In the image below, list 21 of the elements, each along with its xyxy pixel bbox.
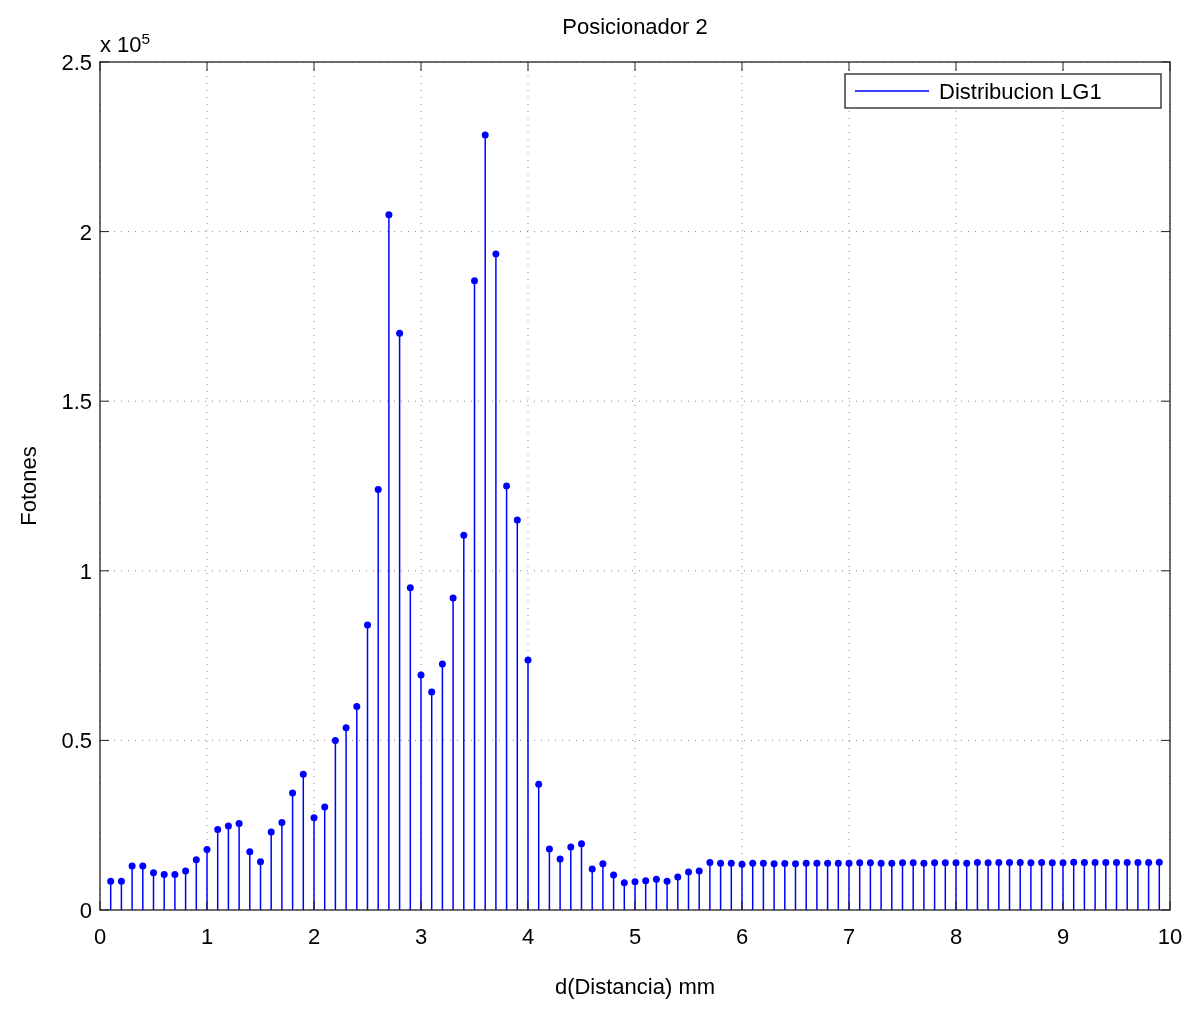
- y-tick-label: 2: [79, 219, 92, 245]
- x-tick-label: 7: [842, 924, 856, 949]
- x-tick-label: 6: [735, 924, 749, 949]
- x-tick-label: 8: [949, 924, 963, 949]
- legend-label: Distribucion LG1: [939, 79, 1102, 104]
- x-tick-label: 1: [200, 924, 214, 949]
- x-tick-label: 4: [521, 924, 535, 949]
- x-axis-title: d(Distancia) mm: [554, 974, 716, 999]
- y-tick-label: 2.5: [61, 50, 92, 75]
- y-axis-title: Fotones: [16, 446, 41, 526]
- y-tick-label: 1.5: [61, 389, 92, 415]
- text: x 10$^{5}$: [100, 29, 151, 57]
- y-tick-label: 0: [79, 898, 92, 923]
- x-tick-label: 9: [1056, 924, 1070, 949]
- x-tick-label: 5: [628, 924, 642, 949]
- x-tick-label: 3: [414, 924, 428, 949]
- x-tick-label: 10: [1157, 924, 1183, 949]
- y-tick-label: 0.5: [61, 728, 92, 754]
- chart-title: Posicionador 2: [562, 14, 708, 39]
- x-tick-label: 2: [307, 924, 321, 949]
- y-tick-label: 1: [79, 558, 92, 584]
